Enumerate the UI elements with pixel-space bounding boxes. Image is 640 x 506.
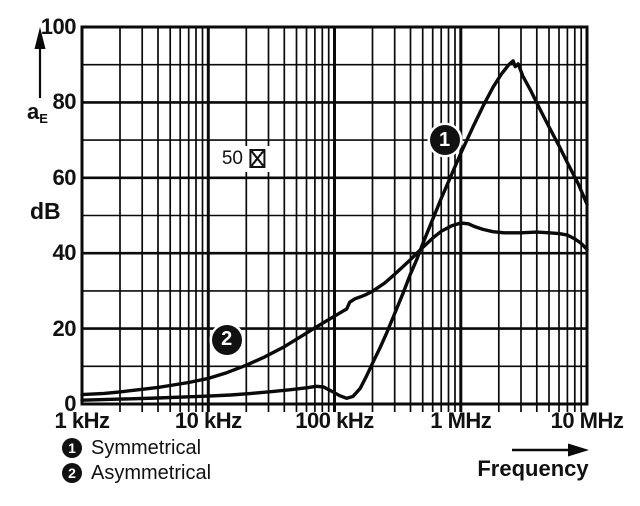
- y-tick-label: 60: [52, 164, 77, 190]
- y-axis-unit-label: dB: [30, 198, 61, 224]
- x-tick-label: 1 kHz: [54, 408, 110, 433]
- x-tick-label: 10 kHz: [174, 408, 242, 433]
- y-tick-label: 80: [52, 89, 77, 115]
- x-axis-title: Frequency: [477, 456, 589, 481]
- impedance-value: 50: [221, 147, 244, 169]
- curve-asymmetrical: [80, 221, 589, 397]
- right-arrow-icon: [512, 443, 589, 457]
- curve-symmetrical: [80, 59, 589, 402]
- y-tick-label: 40: [52, 240, 77, 266]
- y-tick-label: 0: [64, 391, 76, 416]
- legend-label-asymmetrical: Asymmetrical: [91, 461, 212, 484]
- x-tick-label: 100 kHz: [295, 408, 374, 433]
- y-axis-quantity-label: aE: [27, 99, 48, 126]
- y-quantity-symbol: a: [27, 99, 40, 124]
- legend-badge-2: 2: [62, 462, 82, 483]
- legend: 1 Symmetrical 2 Asymmetrical: [62, 435, 211, 485]
- legend-label-symmetrical: Symmetrical: [91, 436, 202, 459]
- missing-glyph-icon: [249, 149, 266, 169]
- y-tick-label: 100: [40, 14, 77, 39]
- curve-badge-2: 2: [211, 324, 242, 355]
- x-tick-label: 10 MHz: [550, 408, 624, 433]
- curve-badge-1: 1: [429, 125, 460, 156]
- up-arrow-icon: [34, 27, 46, 98]
- impedance-label: 50: [214, 145, 273, 172]
- legend-item-symmetrical: 1 Symmetrical: [62, 435, 211, 460]
- y-quantity-subscript: E: [39, 111, 48, 126]
- legend-badge-1: 1: [62, 437, 82, 458]
- legend-item-asymmetrical: 2 Asymmetrical: [62, 460, 211, 485]
- x-tick-label: 1 MHz: [430, 408, 492, 433]
- y-tick-label: 20: [52, 315, 77, 341]
